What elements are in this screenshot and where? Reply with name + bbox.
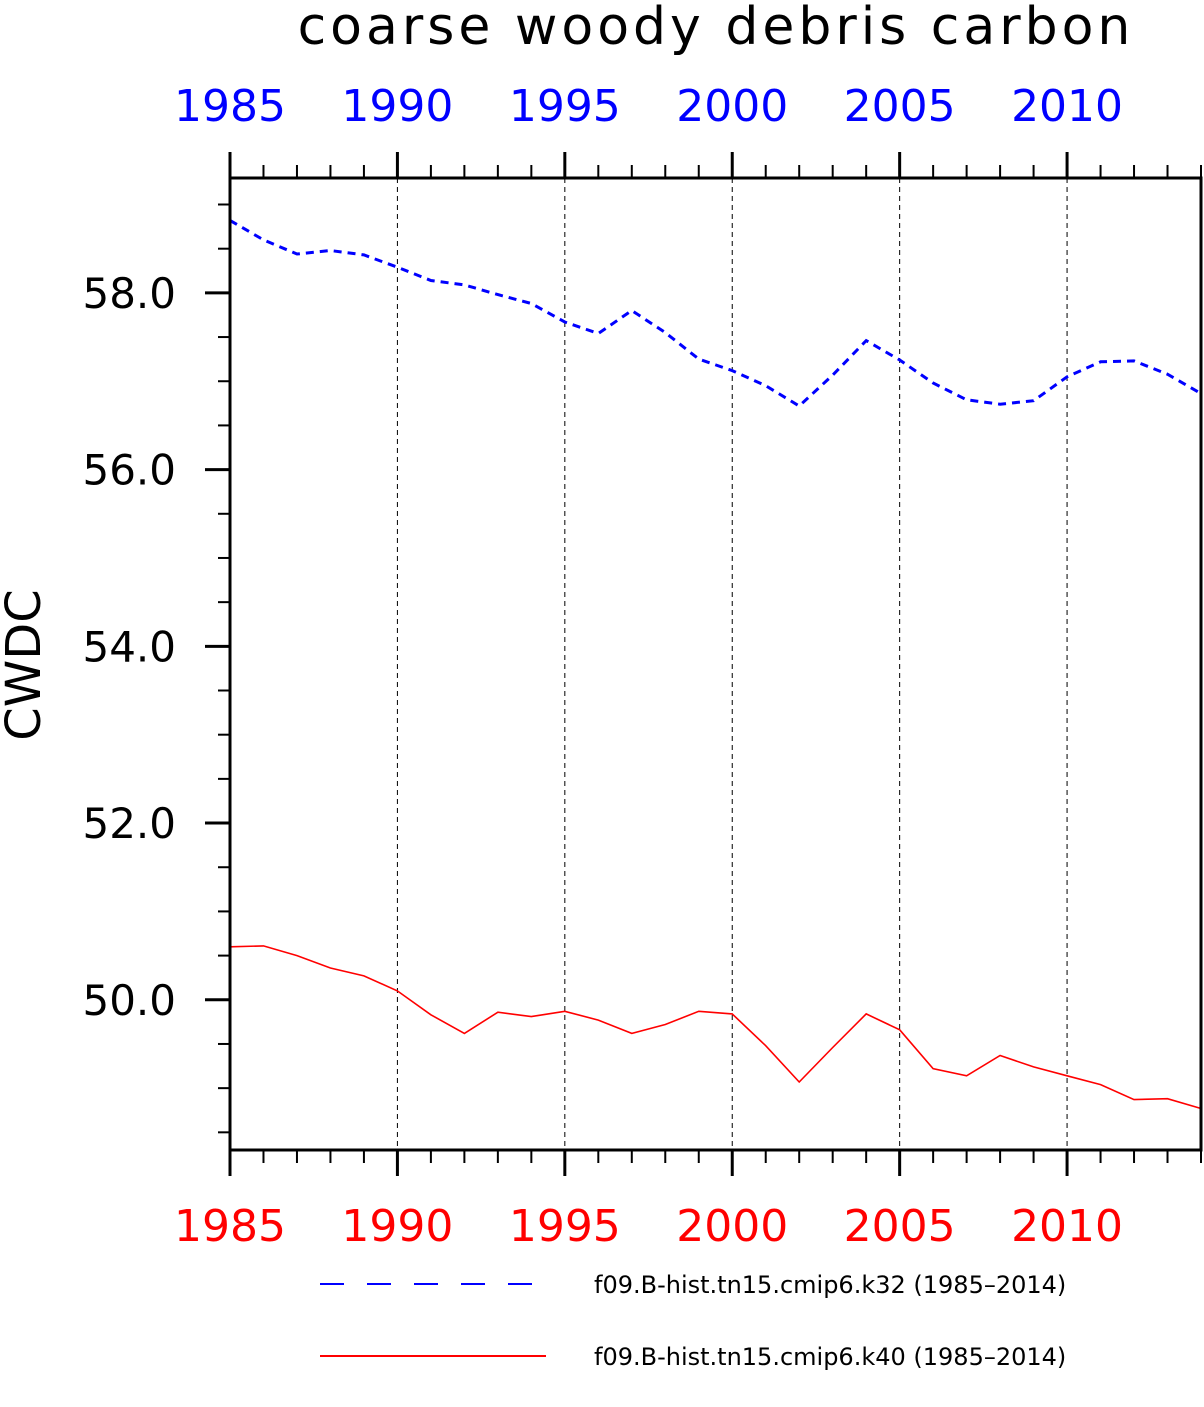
axis-ticks: [205, 152, 1202, 1176]
x-tick-label-top: 1990: [341, 81, 453, 132]
series-group: [229, 219, 1202, 1110]
x-tick-label-top: 2005: [844, 81, 956, 132]
x-tick-label-bottom: 1995: [509, 1201, 621, 1252]
legend-label-2: f09.B-hist.tn15.cmip6.k40 (1985–2014): [594, 1343, 1066, 1371]
legend: f09.B-hist.tn15.cmip6.k32 (1985–2014) f09…: [320, 1271, 1066, 1371]
y-tick-label: 54.0: [82, 622, 176, 671]
x-tick-label-bottom: 2005: [844, 1201, 956, 1252]
x-tick-label-top: 2000: [676, 81, 788, 132]
series-line-1: [229, 219, 1202, 408]
y-tick-label: 58.0: [82, 269, 176, 318]
x-tick-label-top: 2010: [1011, 81, 1123, 132]
grid-lines: [396, 178, 1068, 1150]
x-tick-label-bottom: 2010: [1011, 1201, 1123, 1252]
y-tick-label: 56.0: [82, 446, 176, 495]
series-line-2: [229, 945, 1202, 1110]
chart-title: coarse woody debris carbon: [298, 0, 1135, 57]
plot-frame: [228, 176, 1203, 1152]
x-tick-label-bottom: 1990: [341, 1201, 453, 1252]
x-tick-label-top: 1985: [174, 81, 286, 132]
x-tick-label-bottom: 1985: [174, 1201, 286, 1252]
y-tick-label: 52.0: [82, 799, 176, 848]
legend-label-1: f09.B-hist.tn15.cmip6.k32 (1985–2014): [594, 1271, 1066, 1299]
x-tick-label-bottom: 2000: [676, 1201, 788, 1252]
y-tick-label: 50.0: [82, 976, 176, 1025]
y-axis-label: CWDC: [0, 589, 52, 740]
x-tick-label-top: 1995: [509, 81, 621, 132]
tick-labels: 1985 1985 1990 1990 1995 1995 2000 2000 2005 2005…: [82, 81, 1123, 1252]
